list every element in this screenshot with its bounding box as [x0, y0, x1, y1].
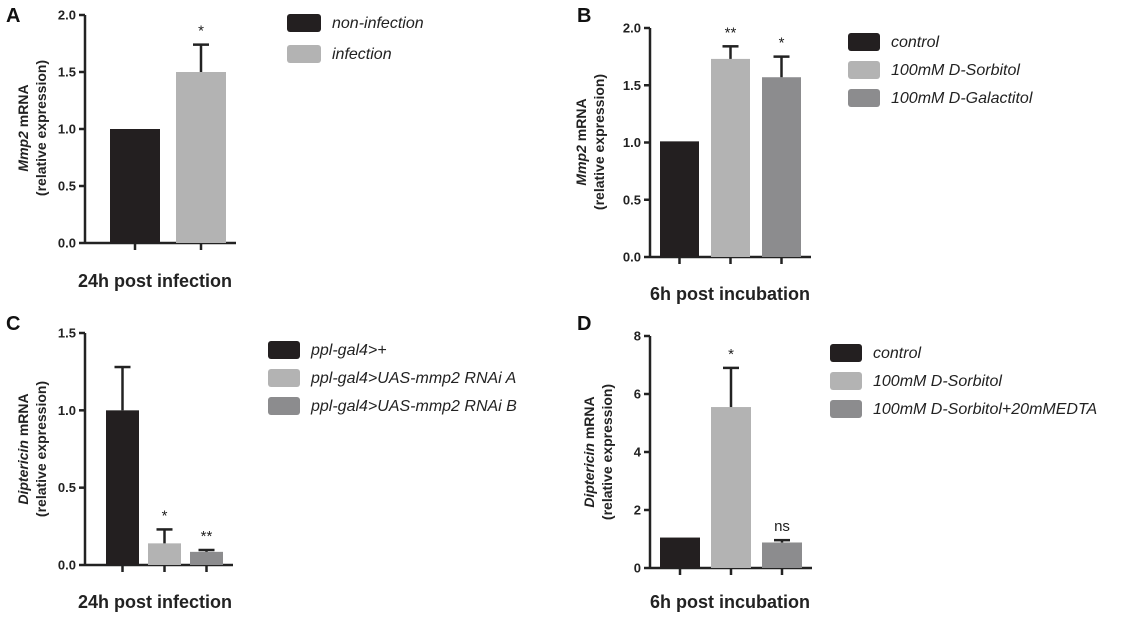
legend-label: 100mM D-Galactitol [891, 90, 1033, 107]
bar [660, 537, 700, 568]
legend-label: non-infection [332, 15, 424, 32]
legend-label: 100mM D-Sorbitol [873, 373, 1002, 390]
y-tick-label: 1.0 [623, 135, 641, 150]
panel-c: C0.00.51.01.5***24h post infectionDipter… [6, 313, 517, 612]
y-tick-label: 2.0 [58, 8, 76, 23]
significance-label: * [162, 507, 168, 524]
y-axis-label-unit: mRNA [15, 393, 31, 440]
y-tick-label: 8 [634, 329, 641, 344]
bar [762, 542, 802, 568]
y-tick-label: 2.0 [623, 21, 641, 36]
x-axis-title: 6h post incubation [650, 592, 810, 612]
y-tick-label: 0.0 [58, 558, 76, 573]
legend-swatch [268, 397, 300, 415]
legend-label: 100mM D-Sorbitol [891, 62, 1020, 79]
legend-label: ppl-gal4>+ [310, 342, 387, 359]
y-tick-label: 1.5 [58, 326, 76, 341]
panel-letter: A [6, 5, 20, 27]
y-axis-label-gene: Diptericin [581, 443, 597, 508]
y-axis-label-unit: mRNA [15, 84, 31, 131]
y-tick-label: 2 [634, 503, 641, 518]
y-tick-label: 1.0 [58, 403, 76, 418]
y-axis-label-gene: Diptericin [15, 440, 31, 505]
significance-label: ns [774, 518, 790, 535]
legend-swatch [830, 372, 862, 390]
panel-d: D 0 2 4 6 8 * ns 6h post incubation Diptericin mR… [577, 313, 1097, 612]
bar [148, 543, 181, 565]
significance-label: ** [201, 528, 213, 545]
panel-b: B0.00.51.01.52.0 ***6h post incubationMmp… [573, 5, 1033, 304]
legend-swatch [830, 400, 862, 418]
legend-swatch [848, 61, 880, 79]
panel-a: A 0.0 0.5 1.0 1.5 2.0 * 24h post infection Mmp2 … [6, 5, 424, 291]
bar [176, 72, 226, 243]
legend-swatch [848, 89, 880, 107]
legend-swatch [268, 341, 300, 359]
bar [711, 407, 751, 568]
y-tick-label: 0.5 [623, 192, 641, 207]
bar [106, 410, 139, 565]
y-axis-label: Mmp2 mRNA (relative expression) [15, 60, 49, 196]
legend-label: control [873, 345, 921, 362]
x-axis-title: 6h post incubation [650, 284, 810, 304]
y-axis-label-line2: (relative expression) [591, 74, 607, 210]
significance-label: * [779, 35, 785, 52]
bar [660, 141, 699, 257]
legend-label: ppl-gal4>UAS-mmp2 RNAi A [310, 370, 516, 387]
bar [711, 58, 750, 257]
y-tick-label: 0.0 [623, 250, 641, 265]
y-axis-label-line2: (relative expression) [33, 60, 49, 196]
y-axis-label-unit: mRNA [573, 98, 589, 145]
y-tick-label: 0 [634, 561, 641, 576]
legend-swatch [287, 14, 321, 32]
significance-label: * [198, 23, 204, 40]
y-axis-label-unit: mRNA [581, 396, 597, 443]
y-axis-label-line2: (relative expression) [599, 384, 615, 520]
y-axis-label: Diptericin mRNA (relative expression) [581, 384, 615, 520]
legend-label: infection [332, 46, 392, 63]
y-tick-label: 6 [634, 387, 641, 402]
bar [762, 77, 801, 257]
y-axis-label-gene: Mmp2 [573, 145, 589, 186]
y-tick-label: 1.5 [58, 65, 76, 80]
bar [110, 129, 160, 243]
legend-swatch [830, 344, 862, 362]
y-tick-label: 0.5 [58, 179, 76, 194]
x-axis-title: 24h post infection [78, 271, 232, 291]
significance-label: ** [725, 24, 737, 41]
legend-label: control [891, 34, 939, 51]
y-tick-label: 0.5 [58, 480, 76, 495]
panel-letter: D [577, 313, 591, 335]
legend-swatch [268, 369, 300, 387]
panel-letter: C [6, 313, 20, 335]
y-axis-label-gene: Mmp2 [15, 131, 31, 172]
panel-letter: B [577, 5, 591, 27]
y-tick-label: 4 [634, 445, 642, 460]
y-tick-label: 0.0 [58, 236, 76, 251]
y-axis-label: Diptericin mRNA (relative expression) [15, 381, 49, 517]
significance-label: * [728, 346, 734, 363]
y-axis-label: Mmp2 mRNA (relative expression) [573, 74, 607, 210]
legend-swatch [287, 45, 321, 63]
x-axis-title: 24h post infection [78, 592, 232, 612]
y-tick-label: 1.0 [58, 122, 76, 137]
y-tick-label: 1.5 [623, 78, 641, 93]
bar [190, 551, 223, 565]
y-axis-label-line2: (relative expression) [33, 381, 49, 517]
legend-label: ppl-gal4>UAS-mmp2 RNAi B [310, 398, 517, 415]
legend-swatch [848, 33, 880, 51]
legend-label: 100mM D-Sorbitol+20mMEDTA [873, 401, 1097, 418]
